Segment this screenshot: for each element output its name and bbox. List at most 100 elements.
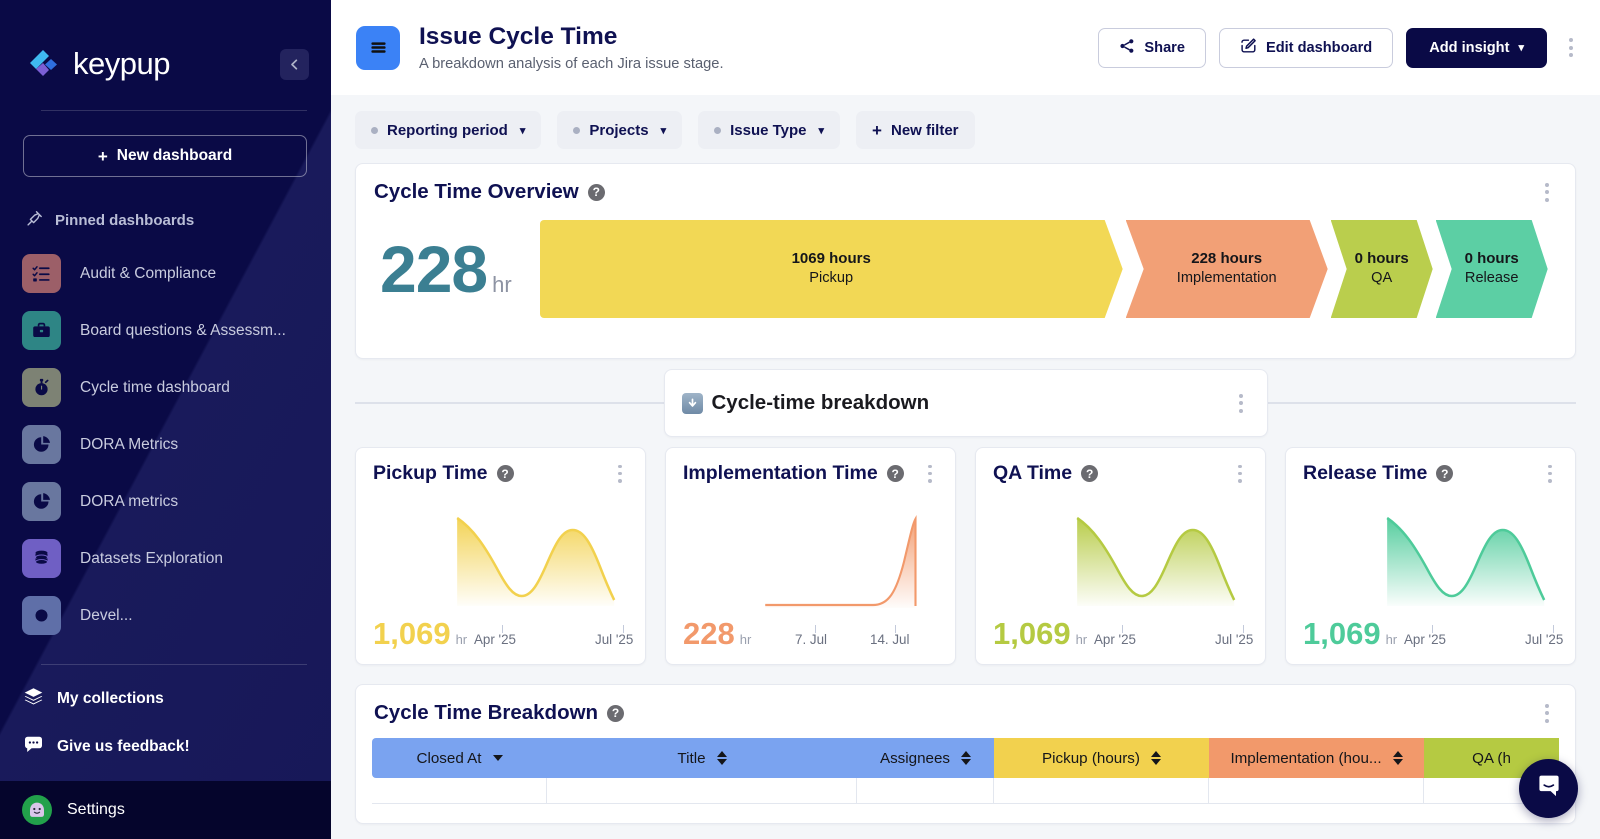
question-mark-icon[interactable]: ?: [607, 704, 625, 722]
sidebar-item-feedback[interactable]: Give us feedback!: [0, 723, 331, 771]
sidebar-item-devel[interactable]: Devel...: [0, 587, 331, 644]
header-actions: Share Edit dashboard Add insight ▾: [1098, 27, 1582, 68]
axis-tick: [895, 625, 896, 633]
arrow-down-box-icon: [681, 392, 703, 414]
question-mark-icon[interactable]: ?: [496, 465, 514, 482]
sidebar-item-dora-metrics-2[interactable]: DORA metrics: [0, 473, 331, 530]
column-label: Title: [677, 749, 706, 767]
table-more-menu[interactable]: [1536, 703, 1558, 723]
table-row[interactable]: [372, 778, 1559, 804]
metric-title: Release Time: [1303, 462, 1428, 484]
metric-unit: hr: [1075, 632, 1088, 647]
metric-more-menu[interactable]: [1539, 464, 1561, 483]
intercom-launcher-button[interactable]: [1519, 759, 1578, 818]
more-vertical-icon: [1545, 703, 1549, 708]
cycle-time-breakdown-section: Cycle-time breakdown: [355, 359, 1576, 447]
add-insight-button[interactable]: Add insight ▾: [1406, 27, 1547, 68]
sidebar-collapse-button[interactable]: [280, 48, 309, 80]
layers-icon: [23, 686, 44, 712]
more-vertical-icon: [1238, 393, 1243, 398]
brand[interactable]: keypup: [24, 44, 170, 84]
new-dashboard-button[interactable]: + New dashboard: [23, 135, 307, 177]
metric-header: Pickup Time ?: [356, 448, 645, 485]
axis-label: 7. Jul: [795, 632, 828, 647]
metric-footer: 1,069 hr: [373, 618, 467, 649]
metric-header: Implementation Time ?: [666, 448, 955, 485]
section-title-wrap: Cycle-time breakdown: [681, 391, 929, 415]
funnel-label: Implementation: [1176, 270, 1277, 287]
question-mark-icon[interactable]: ?: [886, 465, 904, 482]
header-more-menu[interactable]: [1560, 28, 1582, 68]
checklist-icon: [22, 254, 61, 293]
table-column-title[interactable]: Title: [547, 738, 857, 778]
metric-title: QA Time: [993, 462, 1073, 484]
funnel-segment-implementation[interactable]: 228 hours Implementation: [1126, 220, 1328, 318]
metric-value: 1,069: [373, 616, 451, 651]
question-mark-icon[interactable]: ?: [587, 183, 605, 201]
table-column-implementation-hours[interactable]: Implementation (hou...: [1209, 738, 1424, 778]
page-title: Issue Cycle Time: [419, 23, 618, 51]
table-cell: [372, 778, 547, 804]
new-filter-button[interactable]: + New filter: [856, 111, 975, 149]
table-cell: [547, 778, 857, 804]
column-label: Implementation (hou...: [1230, 749, 1382, 767]
table-header: Cycle Time Breakdown ?: [356, 685, 1575, 725]
sparkline-axis: 7. Jul 14. Jul: [666, 625, 955, 647]
funnel-segment-pickup[interactable]: 1069 hours Pickup: [540, 220, 1123, 318]
pinned-dashboards-label: Pinned dashboards: [55, 212, 195, 229]
chevron-left-icon: [288, 58, 301, 71]
metric-value: 1,069: [993, 616, 1071, 651]
filter-reporting-period[interactable]: Reporting period ▾: [355, 111, 542, 149]
axis-tick: [1243, 625, 1244, 633]
sidebar-item-board-questions[interactable]: Board questions & Assessm...: [0, 302, 331, 359]
section-more-menu[interactable]: [1230, 393, 1252, 413]
filter-projects[interactable]: Projects ▾: [557, 111, 683, 149]
more-vertical-icon: [618, 464, 622, 469]
sidebar-item-audit-compliance[interactable]: Audit & Compliance: [0, 245, 331, 302]
share-button[interactable]: Share: [1098, 27, 1206, 68]
briefcase-icon: [22, 311, 61, 350]
stopwatch-icon: [22, 368, 61, 407]
metric-more-menu[interactable]: [919, 464, 941, 483]
metric-more-menu[interactable]: [609, 464, 631, 483]
metric-more-menu[interactable]: [1229, 464, 1251, 483]
keypup-logo-icon: [24, 44, 64, 84]
sidebar-item-my-collections[interactable]: My collections: [0, 675, 331, 723]
question-mark-icon[interactable]: ?: [1436, 465, 1454, 482]
funnel-segment-release[interactable]: 0 hours Release: [1436, 220, 1548, 318]
sidebar-item-label: DORA Metrics: [80, 435, 179, 453]
metric-value: 1,069: [1303, 616, 1381, 651]
table-column-closed-at[interactable]: Closed At: [372, 738, 547, 778]
sidebar-item-label: Board questions & Assessm...: [80, 321, 286, 339]
table-column-pickup-hours[interactable]: Pickup (hours): [994, 738, 1209, 778]
avatar: [22, 795, 52, 825]
settings-label: Settings: [67, 801, 125, 818]
table-column-assignees[interactable]: Assignees: [857, 738, 994, 778]
sidebar-item-datasets-exploration[interactable]: Datasets Exploration: [0, 530, 331, 587]
edit-dashboard-button[interactable]: Edit dashboard: [1218, 27, 1394, 68]
filter-bar: Reporting period ▾ Projects ▾ Issue Type…: [331, 95, 1600, 163]
filter-issue-type[interactable]: Issue Type ▾: [698, 111, 841, 149]
metric-card-qa-time: QA Time ?: [975, 447, 1266, 665]
table-cell: [994, 778, 1209, 804]
share-icon: [1119, 38, 1135, 58]
metric-cards-row: Pickup Time ?: [355, 447, 1576, 665]
overview-more-menu[interactable]: [1536, 182, 1558, 202]
sparkline-axis: Apr '25 Jul '25: [976, 625, 1265, 647]
sort-both-icon: [716, 751, 727, 765]
metric-value: 228: [683, 616, 735, 651]
question-mark-icon[interactable]: ?: [1081, 465, 1099, 482]
sidebar-item-cycle-time-dashboard[interactable]: Cycle time dashboard: [0, 359, 331, 416]
page-subtitle: A breakdown analysis of each Jira issue …: [419, 55, 724, 72]
funnel-segment-qa[interactable]: 0 hours QA: [1331, 220, 1433, 318]
sidebar-item-settings[interactable]: Settings: [0, 781, 331, 839]
chevron-down-icon: ▾: [1518, 42, 1524, 54]
sidebar-nav-list: Audit & Compliance Board questions & Ass…: [0, 245, 331, 644]
column-label: Pickup (hours): [1042, 749, 1140, 767]
dashboard-scroll-area[interactable]: Cycle Time Overview ? 228 hr 1069 hour: [331, 163, 1600, 839]
column-label: Closed At: [416, 749, 482, 767]
sidebar-item-dora-metrics[interactable]: DORA Metrics: [0, 416, 331, 473]
chevron-down-icon: ▾: [818, 124, 825, 137]
sparkline-axis: Apr '25 Jul '25: [1286, 625, 1575, 647]
